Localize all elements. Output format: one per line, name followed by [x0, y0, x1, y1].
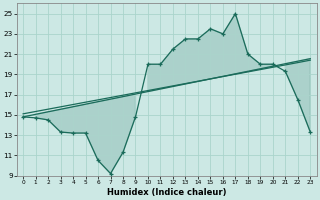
X-axis label: Humidex (Indice chaleur): Humidex (Indice chaleur): [107, 188, 227, 197]
